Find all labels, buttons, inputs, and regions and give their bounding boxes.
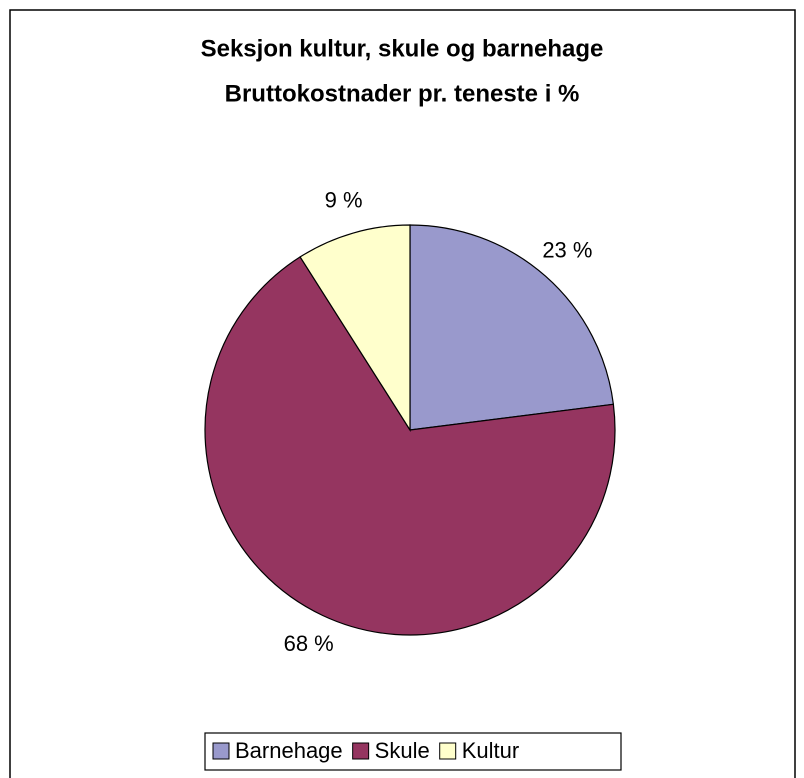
legend-swatch — [439, 742, 457, 760]
pie-slice — [204, 256, 616, 636]
legend-box — [204, 732, 622, 771]
pie-slice — [299, 224, 411, 433]
data-label: 68 % — [284, 631, 334, 656]
legend-swatch — [352, 742, 370, 760]
data-label: 23 % — [542, 237, 592, 262]
legend-label: Barnehage — [235, 738, 343, 763]
pie-slice — [409, 224, 615, 431]
chart-subtitle: Bruttokostnader pr. teneste i % — [225, 80, 580, 107]
legend-label: Skule — [375, 738, 430, 763]
legend-label: Kultur — [462, 738, 519, 763]
legend-swatch — [212, 742, 230, 760]
data-label: 9 % — [325, 187, 363, 212]
chart-title: Seksjon kultur, skule og barnehage — [201, 35, 604, 62]
